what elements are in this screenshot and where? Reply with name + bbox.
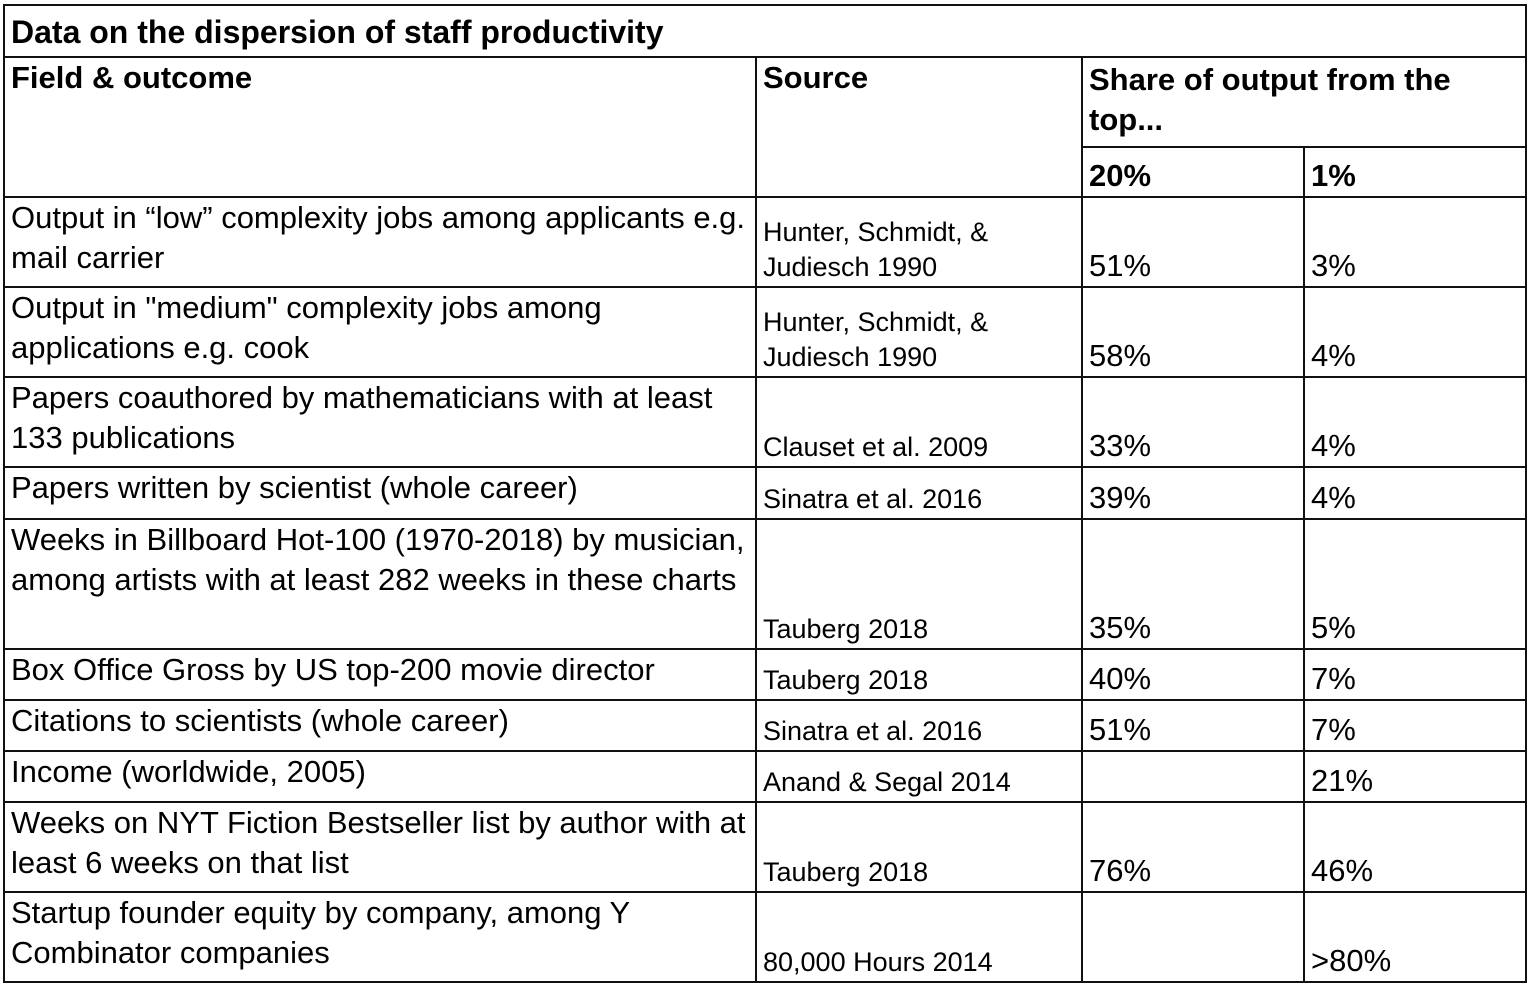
cell-top20[interactable]: 35% [1081, 518, 1305, 650]
cell-field[interactable]: Weeks in Billboard Hot-100 (1970-2018) b… [3, 518, 757, 650]
header-source[interactable]: Source [755, 56, 1083, 198]
cell-top20[interactable]: 76% [1081, 801, 1305, 893]
title-row: Data on the dispersion of staff producti… [3, 4, 1527, 58]
subheader-row: 20% 1% [4, 146, 1527, 198]
cell-source[interactable]: 80,000 Hours 2014 [755, 891, 1083, 983]
cell-top20[interactable]: 33% [1081, 376, 1305, 468]
cell-top20[interactable]: 51% [1081, 699, 1305, 752]
table-row: Papers written by scientist (whole caree… [3, 466, 1527, 520]
cell-field[interactable]: Output in "medium" complexity jobs among… [3, 286, 757, 378]
cell-top1[interactable]: 5% [1303, 518, 1527, 650]
cell-top1[interactable]: 3% [1303, 196, 1527, 288]
header-share[interactable]: Share of output from the top... [1081, 56, 1527, 148]
table-row: Output in "medium" complexity jobs among… [3, 286, 1527, 378]
table-row: Startup founder equity by company, among… [3, 891, 1527, 983]
header-top20[interactable]: 20% [1081, 146, 1305, 198]
cell-field[interactable]: Papers coauthored by mathematicians with… [3, 376, 757, 468]
table-row: Income (worldwide, 2005) Anand & Segal 2… [3, 750, 1527, 803]
cell-source[interactable]: Sinatra et al. 2016 [755, 466, 1083, 520]
header-field[interactable]: Field & outcome [3, 56, 757, 198]
cell-source[interactable]: Hunter, Schmidt, & Judiesch 1990 [755, 286, 1083, 378]
cell-top20[interactable]: 40% [1081, 648, 1305, 701]
cell-top1[interactable]: >80% [1303, 891, 1527, 983]
cell-top1[interactable]: 4% [1303, 376, 1527, 468]
cell-field[interactable]: Papers written by scientist (whole caree… [3, 466, 757, 520]
table-title[interactable]: Data on the dispersion of staff producti… [3, 4, 1527, 58]
cell-source[interactable]: Anand & Segal 2014 [755, 750, 1083, 803]
cell-top1[interactable]: 7% [1303, 699, 1527, 752]
table-body: Data on the dispersion of staff producti… [3, 4, 1527, 983]
cell-source[interactable]: Tauberg 2018 [755, 801, 1083, 893]
cell-top1[interactable]: 7% [1303, 648, 1527, 701]
header-row: Field & outcome Source Share of output f… [3, 56, 1527, 198]
cell-top1[interactable]: 21% [1303, 750, 1527, 803]
cell-source[interactable]: Sinatra et al. 2016 [755, 699, 1083, 752]
cell-top20[interactable] [1081, 750, 1305, 803]
cell-top1[interactable]: 46% [1303, 801, 1527, 893]
cell-field[interactable]: Weeks on NYT Fiction Bestseller list by … [3, 801, 757, 893]
table-row: Weeks on NYT Fiction Bestseller list by … [3, 801, 1527, 893]
table-row: Weeks in Billboard Hot-100 (1970-2018) b… [3, 518, 1527, 650]
cell-top1[interactable]: 4% [1303, 466, 1527, 520]
cell-field[interactable]: Income (worldwide, 2005) [3, 750, 757, 803]
table-row: Output in “low” complexity jobs among ap… [3, 196, 1527, 288]
cell-top20[interactable]: 58% [1081, 286, 1305, 378]
header-top1[interactable]: 1% [1303, 146, 1527, 198]
table-row: Box Office Gross by US top-200 movie dir… [3, 648, 1527, 701]
cell-source[interactable]: Hunter, Schmidt, & Judiesch 1990 [755, 196, 1083, 288]
cell-field[interactable]: Startup founder equity by company, among… [3, 891, 757, 983]
cell-field[interactable]: Box Office Gross by US top-200 movie dir… [3, 648, 757, 701]
cell-field[interactable]: Output in “low” complexity jobs among ap… [3, 196, 757, 288]
cell-field[interactable]: Citations to scientists (whole career) [3, 699, 757, 752]
cell-source[interactable]: Tauberg 2018 [755, 648, 1083, 701]
cell-top20[interactable] [1081, 891, 1305, 983]
cell-top20[interactable]: 39% [1081, 466, 1305, 520]
table-row: Citations to scientists (whole career) S… [3, 699, 1527, 752]
cell-top20[interactable]: 51% [1081, 196, 1305, 288]
table-row: Papers coauthored by mathematicians with… [3, 376, 1527, 468]
cell-source[interactable]: Tauberg 2018 [755, 518, 1083, 650]
cell-source[interactable]: Clauset et al. 2009 [755, 376, 1083, 468]
productivity-table: Data on the dispersion of staff producti… [3, 4, 1527, 983]
cell-top1[interactable]: 4% [1303, 286, 1527, 378]
